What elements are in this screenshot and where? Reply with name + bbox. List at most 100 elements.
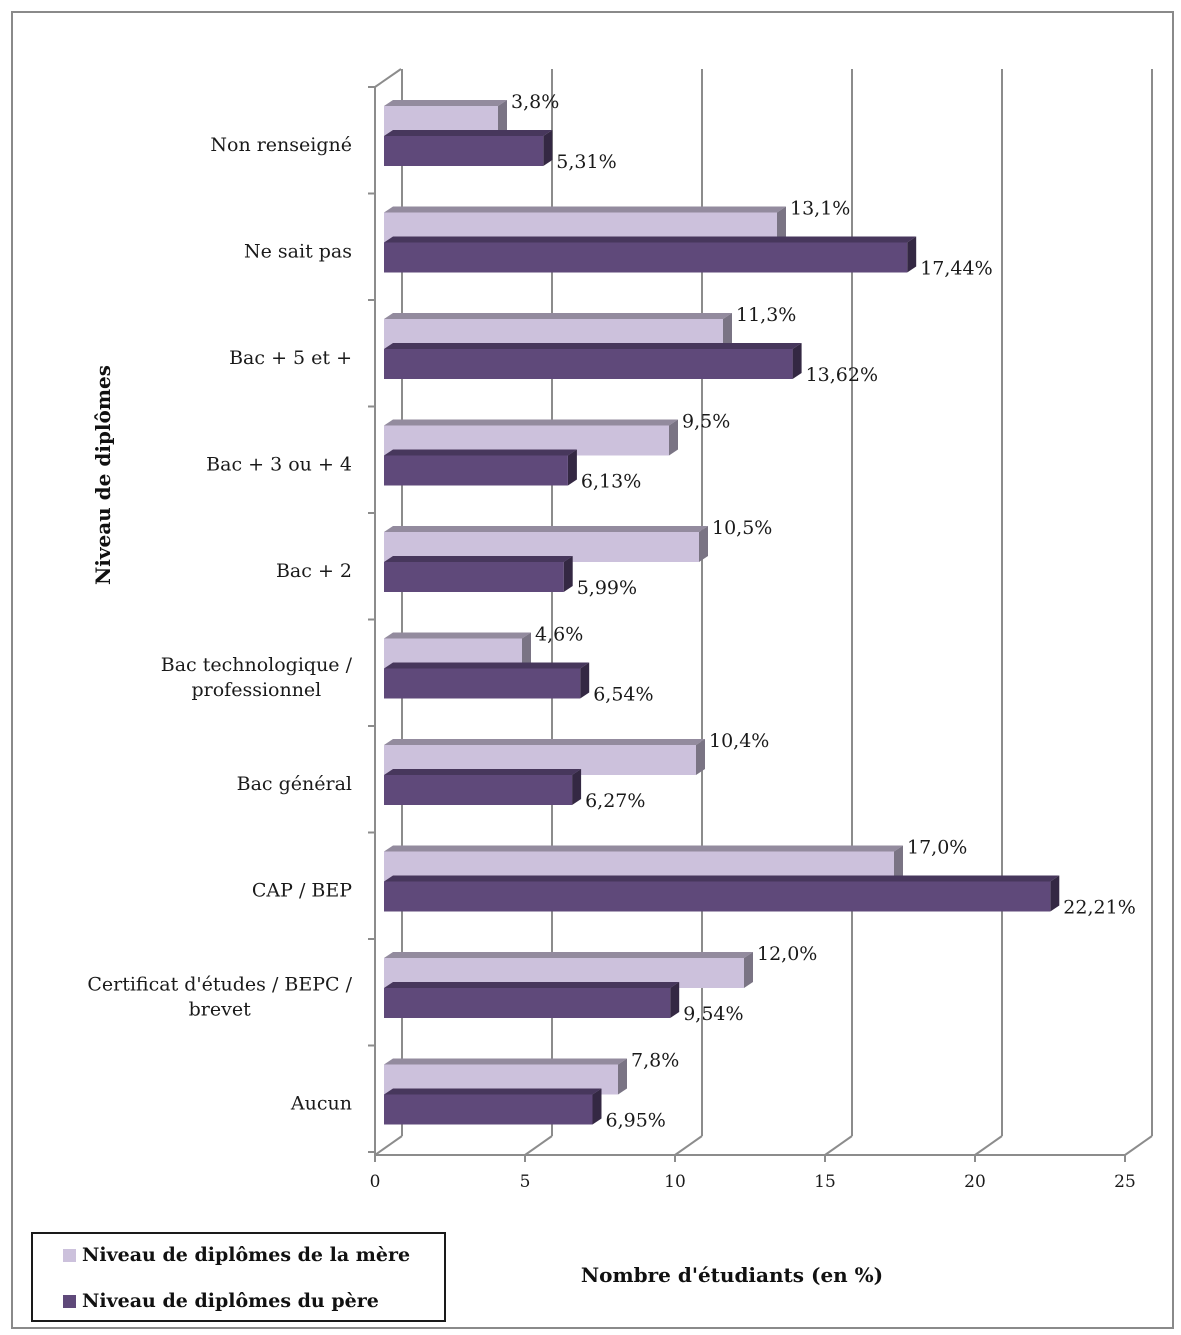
bar-father-bac-technologique-professionnel-top: [384, 662, 590, 669]
floor-line-5: [524, 1135, 553, 1156]
bar-father-aucun-side: [592, 1088, 602, 1125]
bar-mother-bac-5-et-side: [723, 313, 732, 349]
bar-mother-non-renseigne-side: [498, 100, 507, 136]
bar-father-bac-general-side: [572, 769, 582, 805]
legend-label-mother: Niveau de diplômes de la mère: [82, 1244, 411, 1266]
bar-father-ne-sait-pas: [384, 236, 917, 273]
bars: [384, 100, 1060, 1125]
category-label-certificat-d-etudes-bepc-brevet-line-2: brevet: [189, 999, 251, 1021]
bar-father-certificat-d-etudes-bepc-brevet-top: [384, 982, 680, 988]
bar-father-bac-general: [384, 769, 582, 805]
x-tick-label-15: 15: [814, 1172, 836, 1192]
category-label-bac-general: Bac général: [237, 773, 352, 795]
value-label-mother-bac-general: 10,4%: [709, 730, 769, 752]
value-label-mother-cap-bep: 17,0%: [907, 837, 967, 859]
bar-mother-bac-general-side: [696, 739, 705, 775]
value-label-father-bac-technologique-professionnel: 6,54%: [593, 684, 653, 706]
value-label-father-bac-2: 5,99%: [577, 577, 637, 599]
bar-father-aucun-front: [384, 1094, 593, 1125]
value-label-father-bac-3-ou-4: 6,13%: [581, 471, 641, 493]
bar-father-ne-sait-pas-top: [384, 236, 917, 243]
bar-mother-ne-sait-pas-side: [777, 206, 786, 243]
value-label-father-certificat-d-etudes-bepc-brevet: 9,54%: [683, 1003, 743, 1025]
value-label-mother-bac-technologique-professionnel: 4,6%: [535, 624, 583, 646]
legend-item-mother: Niveau de diplômes de la mère: [63, 1244, 410, 1266]
bar-father-ne-sait-pas-front: [384, 242, 908, 273]
value-label-father-ne-sait-pas: 17,44%: [920, 258, 992, 280]
bar-mother-certificat-d-etudes-bepc-brevet-side: [744, 952, 753, 988]
bar-father-bac-3-ou-4-top: [384, 449, 577, 456]
bar-father-bac-technologique-professionnel-side: [580, 662, 590, 699]
bar-mother-cap-bep-side: [894, 845, 903, 882]
bar-mother-non-renseigne-top: [384, 100, 507, 106]
bar-father-certificat-d-etudes-bepc-brevet: [384, 982, 680, 1018]
category-label-bac-3-ou-4: Bac + 3 ou + 4: [206, 454, 352, 476]
bar-father-bac-3-ou-4: [384, 449, 577, 486]
axes: [368, 68, 1126, 1162]
bar-father-bac-5-et-top: [384, 343, 802, 349]
legend-label-father: Niveau de diplômes du père: [82, 1290, 379, 1312]
category-label-bac-technologique-professionnel-line-1: Bac technologique /: [161, 654, 353, 676]
bar-father-bac-5-et-front: [384, 349, 793, 379]
floor-line-20: [974, 1135, 1003, 1156]
floor-line-15: [824, 1135, 853, 1156]
x-axis-title: Nombre d'étudiants (en %): [581, 1263, 883, 1287]
bar-mother-aucun-top: [384, 1058, 627, 1065]
value-label-mother-bac-5-et: 11,3%: [736, 304, 796, 326]
bar-father-ne-sait-pas-side: [907, 236, 917, 273]
bar-father-bac-2-top: [384, 556, 573, 562]
bar-mother-bac-3-ou-4-side: [669, 419, 678, 456]
value-label-mother-certificat-d-etudes-bepc-brevet: 12,0%: [757, 943, 817, 965]
y-axis-title: Niveau de diplômes: [91, 365, 115, 585]
labels: 0 5 10 15 20 25 Non renseigné 3,8% 5,31% Ne sait …: [87, 91, 1135, 1192]
legend-item-father: Niveau de diplômes du père: [63, 1290, 379, 1312]
bar-mother-aucun-side: [618, 1058, 627, 1095]
legend: Niveau de diplômes de la mère Niveau de …: [31, 1232, 446, 1322]
bar-father-certificat-d-etudes-bepc-brevet-side: [670, 982, 680, 1018]
bar-father-cap-bep: [384, 875, 1060, 912]
bar-father-bac-2-side: [563, 556, 573, 592]
legend-swatch-mother: [63, 1248, 76, 1262]
bar-father-bac-5-et: [384, 343, 802, 379]
category-label-aucun: Aucun: [290, 1093, 352, 1115]
bar-father-cap-bep-side: [1050, 875, 1060, 912]
bar-mother-bac-2-top: [384, 526, 708, 532]
bar-father-bac-general-front: [384, 775, 573, 805]
x-tick-label-10: 10: [664, 1172, 686, 1192]
floor-line-10: [674, 1135, 703, 1156]
floor-line-25: [1124, 1135, 1153, 1156]
x-tick-label-20: 20: [964, 1172, 986, 1192]
bar-father-aucun-top: [384, 1088, 602, 1095]
x-tick-label-5: 5: [520, 1172, 531, 1192]
bar-mother-ne-sait-pas-top: [384, 206, 786, 213]
bar-father-bac-technologique-professionnel-front: [384, 668, 581, 699]
category-label-non-renseigne: Non renseigné: [210, 134, 352, 156]
category-label-bac-technologique-professionnel-line-2: professionnel: [191, 679, 321, 701]
bar-father-aucun: [384, 1088, 602, 1125]
x-tick-label-25: 25: [1114, 1172, 1136, 1192]
category-label-cap-bep: CAP / BEP: [252, 880, 352, 902]
category-label-bac-5-et: Bac + 5 et +: [229, 347, 352, 369]
bar-mother-bac-general-top: [384, 739, 705, 745]
bar-mother-certificat-d-etudes-bepc-brevet-top: [384, 952, 753, 958]
bar-father-bac-2: [384, 556, 573, 592]
category-label-certificat-d-etudes-bepc-brevet-line-1: Certificat d'études / BEPC /: [87, 974, 352, 996]
value-label-father-bac-5-et: 13,62%: [806, 364, 878, 386]
bar-father-non-renseigne-top: [384, 130, 553, 136]
category-label-bac-2: Bac + 2: [276, 560, 352, 582]
bar-father-bac-3-ou-4-front: [384, 455, 568, 486]
x-tick-label-0: 0: [370, 1172, 381, 1192]
value-label-mother-bac-3-ou-4: 9,5%: [682, 411, 730, 433]
bar-father-non-renseigne: [384, 130, 553, 166]
bar-father-non-renseigne-side: [543, 130, 553, 166]
value-label-father-bac-general: 6,27%: [585, 790, 645, 812]
floor-line-0: [374, 1135, 403, 1156]
bar-mother-bac-5-et-top: [384, 313, 732, 319]
bar-mother-bac-technologique-professionnel-top: [384, 632, 531, 639]
bar-father-cap-bep-top: [384, 875, 1060, 882]
bar-mother-bac-3-ou-4-top: [384, 419, 678, 426]
bar-mother-non-renseigne: [384, 100, 507, 136]
bar-father-bac-3-ou-4-side: [567, 449, 577, 486]
value-label-mother-bac-2: 10,5%: [712, 517, 772, 539]
